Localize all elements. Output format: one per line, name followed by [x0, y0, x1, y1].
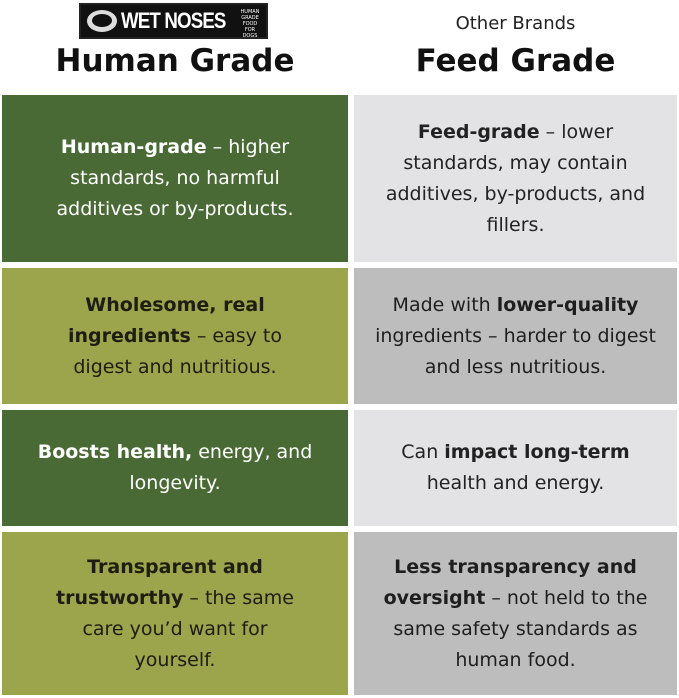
text: – higher standards, no harmful additives…: [56, 136, 294, 220]
human-grade-cell-1: Human-grade – higher standards, no harmf…: [2, 95, 348, 262]
other-brands-subtitle: Other Brands: [455, 13, 576, 34]
text: – the same care you’d want for yourself.: [82, 586, 294, 671]
text: – lower standards, may contain additives…: [385, 120, 646, 236]
bold-text: Less transparency and oversight: [383, 555, 637, 609]
bold-text: Wholesome, real ingredients: [68, 293, 265, 347]
feed-grade-cell-4: Less transparency and oversight – not he…: [354, 532, 677, 695]
wet-noses-logo: WET NOSES HUMAN GRADE FOOD FOR DOGS: [79, 3, 268, 39]
bold-text: impact long-term: [444, 441, 630, 463]
human-grade-cell-3: Boosts health, energy, and longevity.: [2, 410, 348, 526]
text: – easy to digest and nutritious.: [73, 324, 282, 378]
bold-text: Boosts health,: [37, 441, 193, 463]
bold-text: Transparent and trustworthy: [56, 555, 263, 609]
feed-grade-cell-3: Can impact long-term health and energy.: [354, 410, 677, 526]
text: Made with: [392, 293, 497, 316]
human-grade-cell-2: Wholesome, real ingredients – easy to di…: [2, 268, 348, 404]
bold-text: Human-grade: [60, 136, 207, 158]
logo-text: WET NOSES: [121, 8, 226, 33]
text: – not held to the same safety standards …: [393, 586, 648, 671]
feed-grade-title: Feed Grade: [415, 43, 616, 79]
text: health and energy.: [426, 472, 605, 494]
bold-text: lower-quality: [496, 293, 639, 316]
bold-text: Feed-grade: [417, 120, 540, 143]
text: ingredients – harder to digest and less …: [375, 324, 656, 378]
human-grade-title: Human Grade: [55, 43, 295, 79]
feed-grade-cell-1: Feed-grade – lower standards, may contai…: [354, 95, 677, 262]
human-grade-cell-4: Transparent and trustworthy – the same c…: [2, 532, 348, 695]
logo-tagline: HUMAN GRADE FOOD FOR DOGS: [240, 9, 260, 39]
feed-grade-cell-2: Made with lower-quality ingredients – ha…: [354, 268, 677, 404]
dog-icon: [87, 10, 117, 32]
text: Can: [401, 441, 445, 463]
text: energy, and longevity.: [129, 441, 313, 494]
